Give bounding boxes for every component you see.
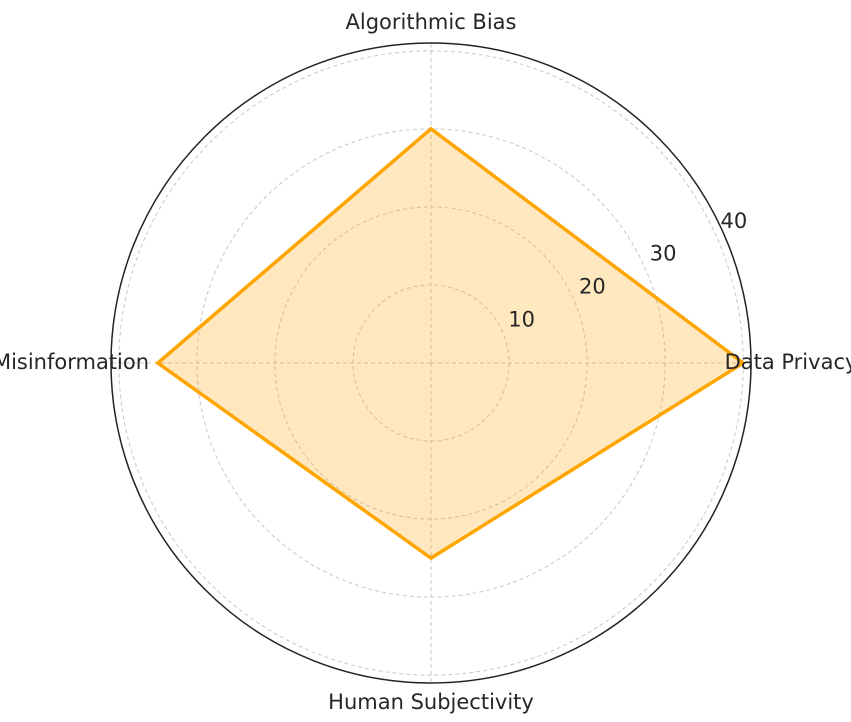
r-tick-label: 30 [650, 242, 677, 266]
radar-area [154, 126, 747, 561]
category-label: Data Privacy [725, 350, 851, 374]
r-tick-label: 10 [508, 308, 535, 332]
r-tick-label: 40 [721, 209, 748, 233]
category-label: Misinformation [0, 350, 149, 374]
r-tick-label: 20 [579, 275, 606, 299]
category-label: Algorithmic Bias [346, 10, 517, 34]
outer-frame [110, 42, 752, 684]
category-label: Human Subjectivity [328, 690, 534, 714]
